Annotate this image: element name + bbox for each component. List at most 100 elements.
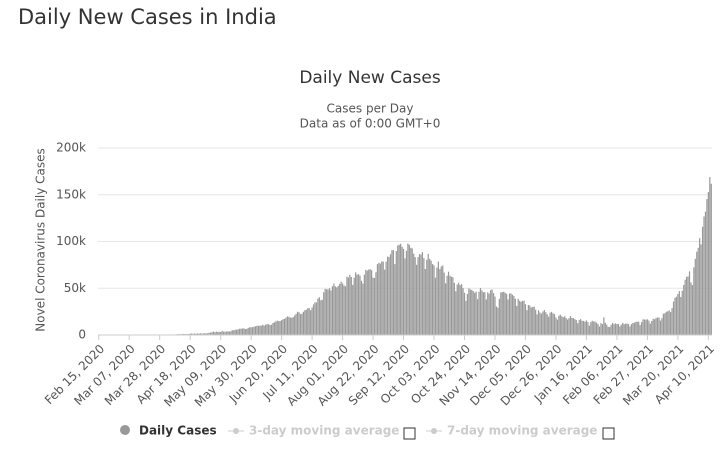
bar: [241, 328, 244, 335]
bar: [511, 294, 514, 335]
bar: [616, 324, 618, 335]
bar: [400, 243, 402, 335]
bar: [662, 313, 664, 335]
bar: [382, 261, 384, 335]
legend-marker: [233, 428, 239, 434]
bar: [202, 333, 204, 335]
bar: [517, 298, 519, 335]
bar: [607, 326, 609, 335]
bar: [431, 264, 434, 335]
bar: [378, 262, 380, 335]
legend-label[interactable]: Daily Cases: [139, 424, 217, 438]
bar: [584, 321, 586, 335]
bar: [410, 247, 412, 335]
bar: [198, 333, 200, 335]
bar: [413, 253, 415, 335]
bar: [196, 333, 199, 335]
bar: [684, 279, 686, 335]
bar: [294, 315, 296, 335]
bar: [369, 269, 371, 335]
bar: [446, 275, 448, 335]
bar: [222, 331, 225, 335]
bar: [671, 307, 673, 335]
bar: [611, 322, 614, 335]
checkbox[interactable]: [403, 427, 416, 440]
bar: [360, 280, 363, 335]
bar: [513, 295, 515, 335]
bar: [556, 319, 559, 335]
bar: [201, 333, 203, 335]
bar: [687, 276, 689, 335]
bar: [323, 292, 325, 335]
bar: [521, 300, 524, 335]
bar: [453, 282, 455, 335]
bar: [199, 333, 201, 335]
bar: [630, 324, 633, 335]
bar: [652, 318, 654, 335]
bar: [381, 261, 383, 335]
bar: [373, 277, 376, 335]
bar: [639, 325, 641, 335]
bar: [600, 323, 602, 335]
bar: [234, 329, 236, 335]
bar: [677, 294, 679, 335]
bar: [678, 291, 680, 335]
bar: [193, 333, 196, 335]
bar: [430, 260, 432, 335]
bar: [548, 316, 550, 335]
bar: [206, 333, 209, 335]
bar: [495, 306, 498, 335]
bar: [564, 316, 566, 335]
bar: [337, 285, 339, 335]
bar: [423, 258, 425, 335]
bar: [539, 312, 541, 335]
bar: [672, 301, 675, 335]
bar: [655, 317, 657, 335]
legend-label[interactable]: 3-day moving average: [249, 424, 399, 438]
page-title: Daily New Cases in India: [18, 5, 277, 29]
bar: [646, 319, 649, 335]
chart-note: Data as of 0:00 GMT+0: [300, 117, 441, 131]
bar: [437, 261, 439, 335]
bar: [462, 288, 464, 335]
checkbox[interactable]: [602, 427, 615, 440]
bar: [312, 304, 315, 335]
bar: [620, 324, 622, 335]
bar: [353, 277, 355, 335]
bar: [236, 329, 238, 335]
bar: [585, 320, 588, 335]
bar: [533, 306, 535, 335]
bar: [536, 314, 538, 335]
bar: [260, 325, 262, 335]
bar: [317, 298, 319, 335]
legend-label[interactable]: 7-day moving average: [447, 424, 597, 438]
bar: [471, 289, 473, 335]
bar: [372, 277, 374, 335]
bar: [405, 250, 408, 335]
bar: [240, 328, 242, 335]
bar: [526, 310, 528, 335]
bar: [249, 327, 251, 335]
bar: [535, 309, 537, 335]
bar: [231, 330, 233, 335]
bar: [700, 244, 702, 335]
bar: [597, 324, 599, 335]
bar: [540, 313, 543, 335]
bar: [291, 317, 293, 335]
bar: [582, 320, 585, 335]
bar: [497, 307, 499, 335]
bar: [365, 269, 367, 335]
bar: [516, 305, 518, 335]
bar: [408, 244, 410, 335]
bar: [333, 283, 335, 335]
bar: [447, 271, 450, 335]
bar: [475, 291, 477, 335]
bar: [189, 333, 191, 335]
bar: [228, 331, 230, 335]
y-tick-label: 150k: [56, 187, 86, 201]
bar: [334, 286, 336, 335]
bar: [640, 322, 643, 335]
bar: [458, 282, 460, 335]
bar: [314, 302, 316, 335]
bar: [421, 252, 424, 335]
